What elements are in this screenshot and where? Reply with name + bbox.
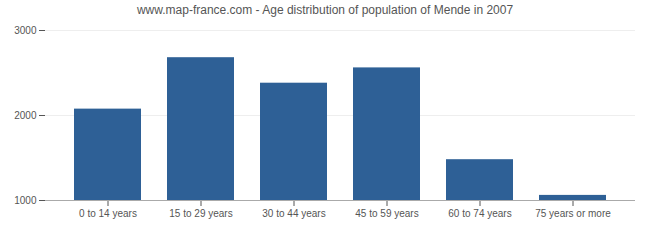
svg-text:45 to 59 years: 45 to 59 years <box>355 208 418 219</box>
svg-text:1000: 1000 <box>14 195 37 206</box>
html-text:www.map-france.com - Age distr: www.map-france.com - Age distribution of… <box>136 3 514 17</box>
svg-text:2000: 2000 <box>14 110 37 121</box>
svg-text:3000: 3000 <box>14 25 37 36</box>
svg-text:15 to 29 years: 15 to 29 years <box>169 208 232 219</box>
svg-text:30 to 44 years: 30 to 44 years <box>262 208 325 219</box>
svg-text:75 years or more: 75 years or more <box>535 208 611 219</box>
svg-text:60 to 74 years: 60 to 74 years <box>448 208 511 219</box>
svg-text:0 to 14 years: 0 to 14 years <box>79 208 137 219</box>
